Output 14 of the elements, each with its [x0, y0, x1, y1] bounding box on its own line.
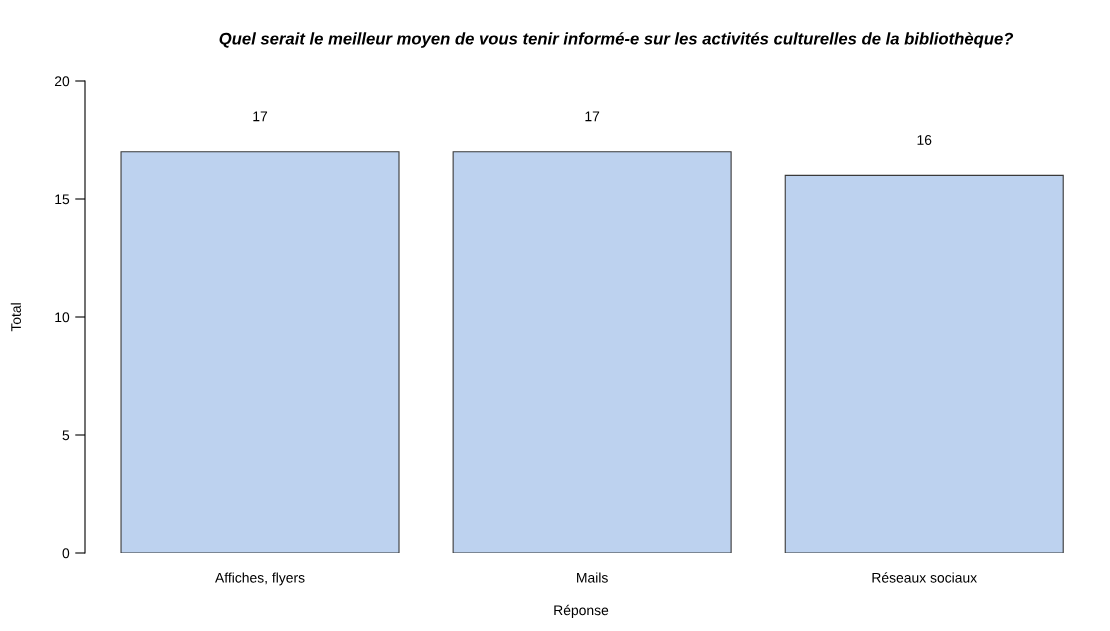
y-axis-title: Total: [10, 303, 21, 332]
y-tick-label: 15: [55, 194, 70, 205]
x-tick-label: Mails: [577, 572, 608, 583]
y-tick-label: 10: [55, 312, 70, 323]
x-tick-label: Réseaux sociaux: [872, 572, 977, 583]
chart-title: Quel serait le meilleur moyen de vous tenir informé-e sur les activités culturelles de la bibliothèque?: [219, 32, 1014, 48]
y-tick-label: 5: [62, 430, 70, 441]
data-label: 17: [253, 111, 268, 122]
y-tick-label: 0: [62, 548, 70, 559]
data-label: 16: [917, 135, 932, 145]
y-tick-label: 20: [54, 76, 70, 87]
data-label: 17: [585, 111, 600, 122]
x-axis-title: Réponse: [554, 604, 609, 618]
x-tick-label: Affiches, flyers: [215, 572, 305, 586]
